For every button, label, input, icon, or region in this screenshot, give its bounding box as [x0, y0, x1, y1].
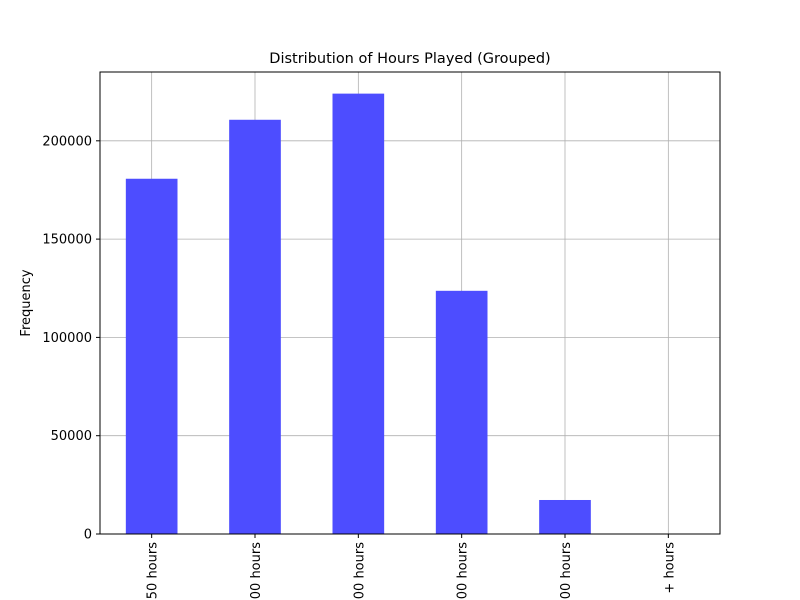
bar	[125, 178, 178, 534]
y-tick-label: 50000	[51, 429, 92, 444]
plot-area: 0 50000 100000 150000 200000 50 hours 00 hours…	[42, 71, 721, 599]
x-tick-label: + hours	[662, 542, 677, 594]
y-axis-label: Frequency	[19, 269, 34, 336]
x-tick-label: 00 hours	[352, 542, 367, 599]
y-tick-label: 150000	[42, 233, 92, 248]
x-tick-label: 00 hours	[249, 542, 264, 599]
bar	[332, 93, 385, 534]
chart-title: Distribution of Hours Played (Grouped)	[269, 51, 550, 67]
bar	[229, 119, 281, 534]
bar	[539, 499, 591, 534]
x-tick-label: 00 hours	[456, 542, 471, 599]
y-tick-label: 100000	[42, 331, 92, 346]
x-tick-label: 50 hours	[146, 542, 161, 599]
y-tick-label: 200000	[42, 134, 92, 149]
x-tick-label: 00 hours	[559, 542, 574, 599]
bar	[435, 290, 488, 534]
axes-frame	[99, 71, 721, 535]
y-tick-label: 0	[84, 528, 92, 543]
